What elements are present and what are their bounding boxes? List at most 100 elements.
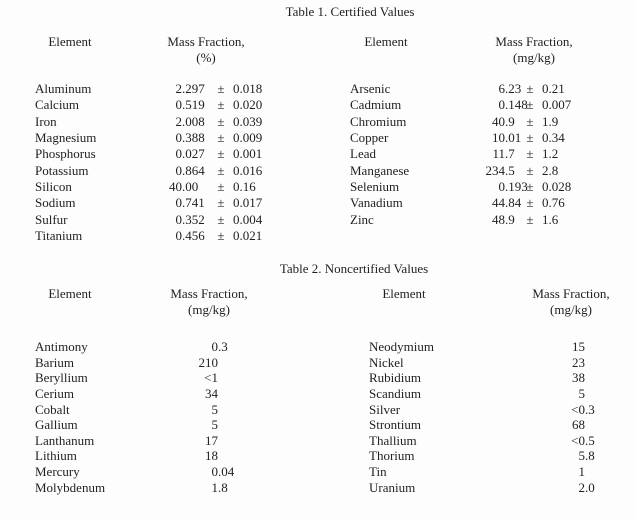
uncertainty-value: 1.6 (542, 211, 559, 227)
element-name: Lanthanum (35, 432, 95, 448)
value-integer-part: 17 (205, 432, 218, 448)
plus-minus-sign: ± (217, 81, 225, 96)
table1-title: Table 1. Certified Values (285, 4, 415, 19)
element-name: Titanium (35, 228, 83, 244)
element-name: Potassium (35, 162, 89, 178)
value-integer-part: 0 (175, 146, 183, 162)
value-integer-part: 0 (175, 130, 183, 146)
table-row: Rubidium 38 (369, 370, 609, 386)
plus-minus-sign: ± (526, 81, 534, 96)
plus-minus-sign: ± (526, 211, 534, 227)
value-fraction-part: .193 (505, 179, 528, 195)
plus-minus-sign: ± (217, 228, 225, 244)
table-row: Antimony 0.3 (35, 339, 245, 355)
table2-left-element-header: Element (48, 286, 92, 301)
value-integer-part: 40 (169, 179, 182, 195)
element-name: Arsenic (350, 81, 391, 96)
plus-minus-sign: ± (526, 130, 534, 146)
value-fraction-part: .5 (585, 432, 595, 448)
element-name: Copper (350, 130, 389, 146)
element-name: Zinc (350, 211, 374, 227)
value-fraction-part: .01 (505, 130, 522, 146)
uncertainty-value: 0.020 (233, 97, 263, 113)
element-name: Cerium (35, 385, 74, 401)
value-integer-part: 0 (211, 464, 219, 480)
table1-right-rows: Arsenic 6.23 ±0.21 Cadmium 0.148 ±0.007 Chromi… (350, 81, 590, 228)
uncertainty-value: 0.009 (233, 130, 263, 146)
value-fraction-part: .8 (585, 448, 595, 464)
element-name: Uranium (369, 479, 416, 495)
table-row: Silicon 40.00 ±0.16 (35, 179, 275, 195)
unit-label: (mg/kg) (513, 50, 555, 65)
table2-right-rows: Neodymium 15 Nickel 23 Rubidium 38 Scandium 5 Si… (369, 339, 609, 495)
element-name: Gallium (35, 417, 78, 433)
element-name: Beryllium (35, 370, 88, 386)
value-integer-part: 2 (578, 479, 586, 495)
element-name: Mercury (35, 464, 80, 480)
table-row: Chromium 40.9 ±1.9 (350, 114, 590, 130)
element-name: Vanadium (350, 195, 403, 211)
value-fraction-part: .84 (505, 195, 522, 211)
table-row: Sodium 0.741 ±0.017 (35, 195, 275, 211)
table-row: Selenium 0.193 ±0.028 (350, 179, 590, 195)
plus-minus-sign: ± (217, 179, 225, 195)
table-row: Lead 11.7 ±1.2 (350, 146, 590, 162)
table1-left-element-header: Element (48, 34, 92, 49)
element-name: Phosphorus (35, 146, 96, 162)
mass-fraction-label: Mass Fraction, (495, 34, 573, 49)
value-integer-part: 0 (211, 339, 219, 354)
element-name: Calcium (35, 97, 80, 113)
value-fraction-part: .8 (218, 479, 228, 495)
uncertainty-value: 0.017 (233, 195, 263, 211)
value-fraction-part: .519 (182, 97, 205, 113)
element-name: Nickel (369, 354, 404, 370)
uncertainty-value: 0.34 (542, 130, 565, 146)
element-name: Aluminum (35, 81, 92, 96)
value-integer-part: 15 (572, 339, 585, 354)
value-fraction-part: .027 (182, 146, 205, 162)
element-name: Antimony (35, 339, 88, 354)
value-integer-part: 210 (198, 354, 219, 370)
table-row: Cadmium 0.148 ±0.007 (350, 97, 590, 113)
plus-minus-sign: ± (526, 113, 534, 129)
element-name: Silicon (35, 179, 72, 195)
value-integer-part: 0 (175, 97, 183, 113)
plus-minus-sign: ± (217, 146, 225, 162)
value-integer-part: 44 (492, 195, 505, 211)
table-row: Arsenic 6.23 ±0.21 (350, 81, 590, 97)
table-row: Tin 1 (369, 464, 609, 480)
value-fraction-part: .008 (182, 113, 205, 129)
uncertainty-value: 0.016 (233, 162, 263, 178)
value-integer-part: 0 (175, 195, 183, 211)
value-fraction-part: .5 (505, 162, 515, 178)
table-row: Cobalt 5 (35, 402, 245, 418)
plus-minus-sign: ± (526, 162, 534, 178)
value-integer-part: 5 (211, 401, 219, 417)
element-name: Chromium (350, 113, 407, 129)
value-fraction-part: .7 (505, 146, 515, 162)
table2-left-rows: Antimony 0.3 Barium 210 Beryllium <1 Cerium 34 C… (35, 339, 245, 495)
value-integer-part: 0 (175, 228, 183, 244)
uncertainty-value: 0.007 (542, 97, 572, 113)
uncertainty-value: 0.16 (233, 179, 256, 195)
table-row: Iron 2.008 ±0.039 (35, 114, 275, 130)
table-row: Aluminum 2.297 ±0.018 (35, 81, 275, 97)
value-integer-part: 234 (485, 162, 506, 178)
table1-right-mass-fraction-header: Mass Fraction, (mg/kg) (495, 34, 572, 66)
value-integer-part: <0 (571, 401, 585, 417)
value-integer-part: 10 (492, 130, 505, 146)
value-integer-part: 34 (205, 385, 218, 401)
element-name: Strontium (369, 417, 422, 433)
mass-fraction-label: Mass Fraction, (532, 286, 610, 301)
value-fraction-part: .148 (505, 97, 528, 113)
value-integer-part: 11 (492, 146, 505, 162)
plus-minus-sign: ± (526, 195, 534, 211)
plus-minus-sign: ± (217, 211, 225, 227)
table-row: Neodymium 15 (369, 339, 609, 355)
plus-minus-sign: ± (217, 195, 225, 211)
unit-label: (mg/kg) (188, 302, 230, 317)
element-name: Lead (350, 146, 376, 162)
element-name: Molybdenum (35, 479, 106, 495)
plus-minus-sign: ± (217, 97, 225, 113)
element-name: Sulfur (35, 211, 68, 227)
